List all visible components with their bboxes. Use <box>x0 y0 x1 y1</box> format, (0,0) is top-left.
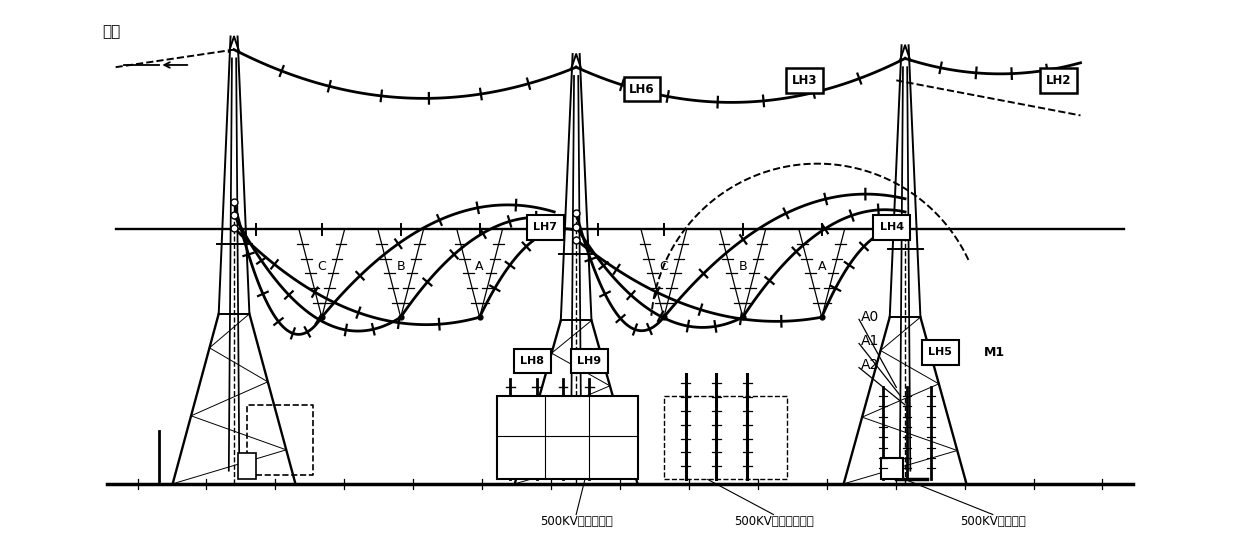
Text: LH6: LH6 <box>629 83 655 96</box>
Text: A1: A1 <box>862 334 879 348</box>
FancyBboxPatch shape <box>238 453 255 479</box>
Text: A2: A2 <box>862 358 879 372</box>
FancyBboxPatch shape <box>624 77 661 101</box>
Text: B: B <box>739 260 748 273</box>
Text: LH5: LH5 <box>929 347 952 357</box>
FancyBboxPatch shape <box>570 349 608 374</box>
Text: A0: A0 <box>862 310 879 324</box>
FancyBboxPatch shape <box>513 349 551 374</box>
Text: LH4: LH4 <box>880 222 904 233</box>
Text: LH2: LH2 <box>1045 74 1071 87</box>
Text: 500KV侧接地刀闸: 500KV侧接地刀闸 <box>539 515 613 528</box>
Text: C: C <box>317 260 326 273</box>
FancyBboxPatch shape <box>873 215 910 240</box>
Text: LH7: LH7 <box>533 222 558 233</box>
Text: A: A <box>817 260 826 273</box>
Text: 500KV侧电压互感器: 500KV侧电压互感器 <box>734 515 813 528</box>
Text: C: C <box>660 260 668 273</box>
Text: A: A <box>475 260 484 273</box>
Text: B: B <box>397 260 405 273</box>
FancyBboxPatch shape <box>786 68 822 93</box>
Text: LH9: LH9 <box>578 356 601 366</box>
Text: 500KV侧避雷器: 500KV侧避雷器 <box>960 515 1025 528</box>
FancyBboxPatch shape <box>1040 68 1078 93</box>
FancyBboxPatch shape <box>497 396 637 479</box>
Text: LH3: LH3 <box>791 74 817 87</box>
Text: 地线: 地线 <box>103 25 120 40</box>
FancyBboxPatch shape <box>527 215 564 240</box>
FancyBboxPatch shape <box>921 340 959 365</box>
Text: M1: M1 <box>985 345 1006 359</box>
FancyBboxPatch shape <box>880 457 903 479</box>
Text: LH8: LH8 <box>521 356 544 366</box>
